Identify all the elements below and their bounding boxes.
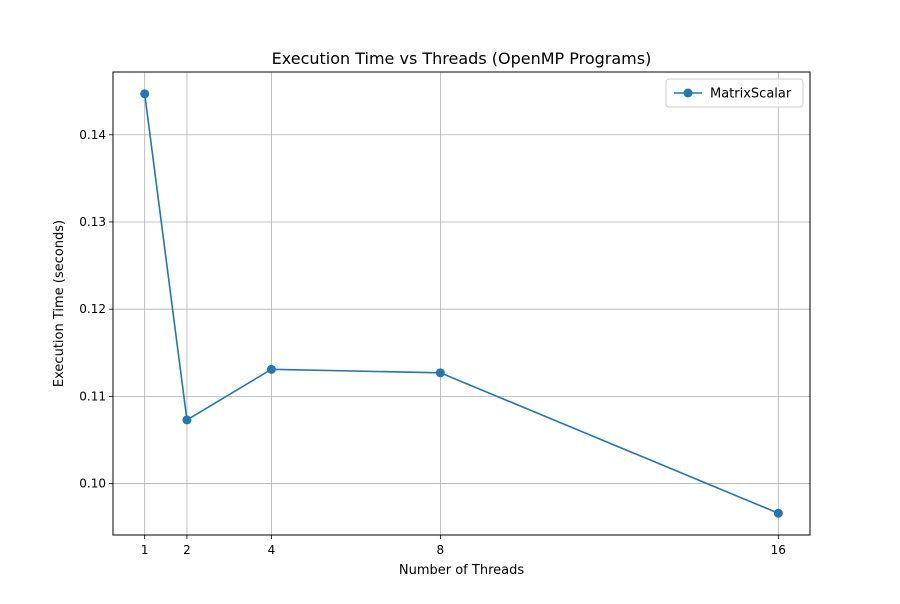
x-tick-label: 2 bbox=[183, 543, 191, 557]
series-layer bbox=[140, 89, 783, 518]
data-point bbox=[140, 89, 150, 99]
legend-marker bbox=[683, 88, 693, 98]
y-tick-label: 0.11 bbox=[79, 389, 106, 403]
y-tick-label: 0.10 bbox=[79, 477, 106, 491]
x-tick-label: 1 bbox=[141, 543, 149, 557]
y-tick-label: 0.13 bbox=[79, 215, 106, 229]
x-tick-label: 16 bbox=[771, 543, 786, 557]
data-point bbox=[435, 368, 445, 378]
data-point bbox=[773, 508, 783, 518]
data-point bbox=[182, 415, 192, 425]
grid-lines bbox=[113, 72, 810, 535]
x-tick-label: 4 bbox=[268, 543, 276, 557]
legend: MatrixScalar bbox=[665, 78, 804, 108]
y-axis-label: Execution Time (seconds) bbox=[52, 220, 67, 387]
legend-box bbox=[665, 78, 804, 108]
legend-label: MatrixScalar bbox=[710, 87, 792, 102]
x-tick-label: 8 bbox=[437, 543, 445, 557]
y-tick-label: 0.12 bbox=[79, 302, 106, 316]
axis-ticks: 1 2 4 8 16 0.10 0.11 0.12 0.13 0.14 bbox=[79, 128, 786, 557]
y-tick-label: 0.14 bbox=[79, 128, 106, 142]
chart-title: Execution Time vs Threads (OpenMP Progra… bbox=[272, 49, 652, 68]
x-axis-label: Number of Threads bbox=[399, 563, 524, 578]
data-point bbox=[266, 364, 276, 374]
plot-area-frame bbox=[112, 71, 811, 536]
